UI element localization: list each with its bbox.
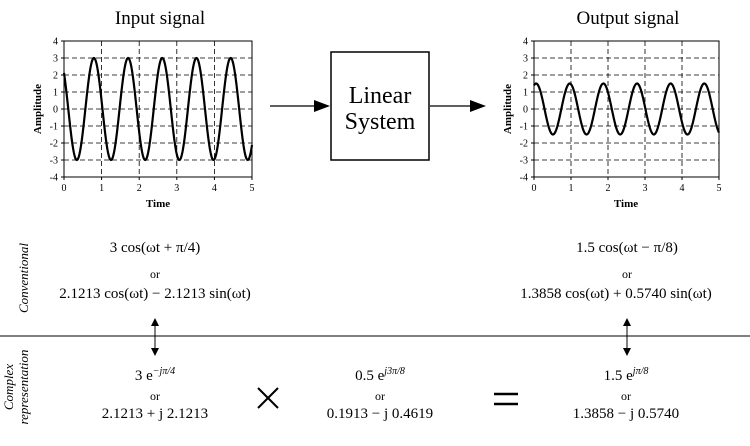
complex-input-expr: 3 e−jπ/4 xyxy=(85,366,225,385)
output-signal-title: Output signal xyxy=(576,8,680,29)
conventional-output-or: or xyxy=(622,267,632,281)
conventional-input-expr: 3 cos(ωt + π/4) xyxy=(109,240,201,256)
conventional-input-or: or xyxy=(150,267,160,281)
conventional-label: Conventional xyxy=(16,242,31,314)
complex-representation-label: Complex representation xyxy=(1,337,31,437)
double-arrow-right xyxy=(623,318,631,356)
output-xtick-label: 3 xyxy=(643,183,648,194)
input-signal-curve xyxy=(62,56,254,162)
input-ytick-label: 0 xyxy=(53,105,58,116)
output-xtick-label: 2 xyxy=(606,183,611,194)
output-xlabel: Time xyxy=(614,198,638,210)
input-xtick-label: 1 xyxy=(99,183,104,194)
input-xlabel: Time xyxy=(146,198,170,210)
input-ytick-label: -3 xyxy=(50,156,58,167)
input-signal-title: Input signal xyxy=(114,8,206,29)
output-plot-ticks: 0 1 2 3 4 5 4 3 2 1 0 -1 -2 -3 -4 xyxy=(520,37,722,195)
arrow-input-to-system xyxy=(270,100,330,112)
input-ytick-label: 3 xyxy=(53,54,58,65)
complex-output-alt: 1.3858 − j 0.5740 xyxy=(572,406,680,422)
output-ytick-label: 3 xyxy=(523,54,528,65)
complex-system-expr: 0.5 ej3π/8 xyxy=(310,366,450,385)
multiply-sign xyxy=(257,387,279,409)
input-xtick-label: 5 xyxy=(250,183,255,194)
input-ytick-label: -4 xyxy=(50,173,58,184)
complex-output-expr: 1.5 ejπ/8 xyxy=(556,366,696,385)
output-signal-chart: 0 1 2 3 4 5 4 3 2 1 0 -1 -2 -3 -4 Time Amplitude xyxy=(502,37,722,211)
output-ytick-label: 4 xyxy=(523,37,528,48)
input-ytick-label: 1 xyxy=(53,88,58,99)
conventional-output-expr: 1.5 cos(ωt − π/8) xyxy=(576,240,678,256)
output-ytick-label: -4 xyxy=(520,173,528,184)
complex-system-or: or xyxy=(375,389,385,403)
conventional-output-alt: 1.3858 cos(ωt) + 0.5740 sin(ωt) xyxy=(520,286,712,302)
complex-system-alt: 0.1913 − j 0.4619 xyxy=(326,406,434,422)
complex-input-alt: 2.1213 + j 2.1213 xyxy=(101,406,209,422)
complex-label-line2: representation xyxy=(16,349,31,425)
system-label-line2: System xyxy=(345,109,416,135)
complex-system-coef: 0.5 e xyxy=(355,368,385,384)
output-plot-grid xyxy=(534,41,719,177)
input-xtick-label: 0 xyxy=(62,183,67,194)
complex-input-coef: 3 e xyxy=(134,368,153,384)
output-ytick-label: -2 xyxy=(520,139,528,150)
input-ytick-label: -1 xyxy=(50,122,58,133)
input-plot-ticks: 0 1 2 3 4 5 4 3 2 1 0 -1 -2 -3 -4 xyxy=(50,37,255,195)
complex-input-or: or xyxy=(150,389,160,403)
output-signal-curve xyxy=(533,82,720,136)
output-ylabel: Amplitude xyxy=(502,84,514,134)
complex-output-or: or xyxy=(621,389,631,403)
double-arrow-left xyxy=(151,318,159,356)
system-label-line1: Linear xyxy=(349,83,412,109)
input-ytick-label: -2 xyxy=(50,139,58,150)
output-ytick-label: 2 xyxy=(523,71,528,82)
input-ylabel: Amplitude xyxy=(32,84,44,134)
input-ytick-label: 4 xyxy=(53,37,58,48)
input-ytick-label: 2 xyxy=(53,71,58,82)
input-xtick-label: 3 xyxy=(174,183,179,194)
input-xtick-label: 2 xyxy=(137,183,142,194)
complex-output-exp: jπ/8 xyxy=(632,366,649,377)
linear-system-box xyxy=(330,51,430,161)
input-xtick-label: 4 xyxy=(212,183,217,194)
output-xtick-label: 4 xyxy=(680,183,685,194)
conventional-input-alt: 2.1213 cos(ωt) − 2.1213 sin(ωt) xyxy=(59,286,251,302)
input-signal-chart: 0 1 2 3 4 5 4 3 2 1 0 -1 -2 -3 -4 Time Amplitude xyxy=(32,37,255,211)
output-ytick-label: -1 xyxy=(520,122,528,133)
arrow-system-to-output xyxy=(430,100,486,112)
equals-sign xyxy=(494,392,518,406)
complex-label-line1: Complex xyxy=(1,363,16,411)
output-xtick-label: 5 xyxy=(717,183,722,194)
complex-output-coef: 1.5 e xyxy=(603,368,633,384)
output-xtick-label: 1 xyxy=(569,183,574,194)
output-ytick-label: 1 xyxy=(523,88,528,99)
output-ytick-label: -3 xyxy=(520,156,528,167)
complex-system-exp: j3π/8 xyxy=(384,366,405,377)
complex-input-exp: −jπ/4 xyxy=(152,366,176,377)
output-xtick-label: 0 xyxy=(532,183,537,194)
output-ytick-label: 0 xyxy=(523,105,528,116)
